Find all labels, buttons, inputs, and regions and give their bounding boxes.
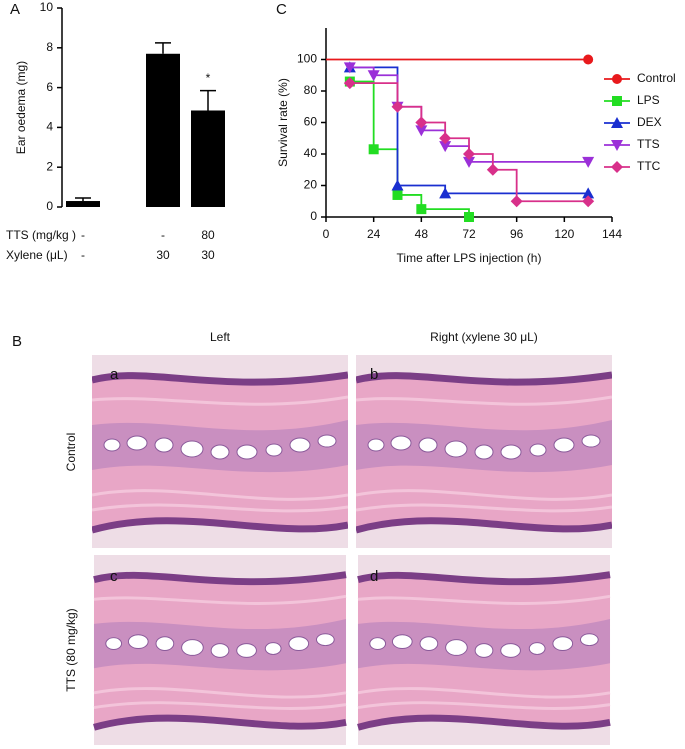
marker: [439, 187, 452, 199]
series-line: [349, 66, 589, 195]
y-tick-label: 100: [297, 52, 317, 66]
y-axis-label: Survival rate (%): [276, 78, 290, 167]
marker: [343, 62, 356, 74]
legend-label: LPS: [637, 93, 660, 107]
row-label: Xylene (μL): [6, 248, 68, 262]
row-label: Control: [64, 433, 78, 472]
histology-image: [356, 355, 612, 548]
x-tick-label: 0: [323, 227, 330, 241]
marker: [416, 204, 427, 215]
marker: [415, 125, 428, 137]
marker: [510, 195, 523, 208]
error-bar: [200, 89, 216, 111]
legend-label: DEX: [637, 115, 662, 129]
histology-image: [358, 555, 610, 745]
marker: [439, 132, 452, 145]
x-tick-label: 120: [554, 227, 574, 241]
y-tick-label: 6: [46, 80, 53, 94]
panel-label: C: [276, 1, 287, 18]
marker: [391, 100, 404, 113]
significance-label: *: [206, 71, 211, 85]
row-value: -: [81, 248, 85, 262]
bar: [191, 110, 225, 207]
legend-label: TTS: [637, 137, 660, 151]
axis: [325, 28, 612, 218]
y-tick-label: 80: [304, 83, 318, 97]
row-label: TTS (mg/kg ): [6, 228, 76, 242]
x-axis-label: Time after LPS injection (h): [397, 251, 542, 265]
x-tick-label: 96: [510, 227, 524, 241]
error-bar: [75, 197, 91, 202]
marker: [439, 141, 452, 153]
image-label: c: [110, 568, 118, 585]
row-label: TTS (80 mg/kg): [64, 608, 78, 691]
series-line: [349, 82, 589, 203]
legend-marker: [611, 161, 623, 173]
marker: [391, 179, 404, 191]
y-tick-label: 60: [304, 115, 318, 129]
row-value: 30: [201, 248, 215, 262]
row-value: 80: [201, 228, 215, 242]
y-tick-label: 2: [46, 159, 53, 173]
image-label: b: [370, 366, 378, 383]
legend-marker: [612, 96, 622, 106]
series-line: [349, 80, 470, 217]
y-tick-label: 20: [304, 178, 318, 192]
column-header: Left: [210, 330, 231, 344]
histology-image: [94, 555, 346, 745]
panel-label: A: [10, 1, 20, 18]
error-bar: [155, 42, 171, 54]
y-tick-label: 10: [40, 0, 54, 14]
row-value: 30: [156, 248, 170, 262]
legend-label: TTC: [637, 159, 661, 173]
y-tick-label: 0: [46, 199, 53, 213]
histology-image: [92, 355, 348, 548]
y-tick-label: 40: [304, 146, 318, 160]
marker: [463, 148, 475, 160]
x-tick-label: 72: [462, 227, 476, 241]
panel-label: B: [12, 333, 22, 350]
marker: [582, 195, 595, 208]
image-label: a: [110, 366, 119, 383]
y-tick-label: 4: [46, 120, 53, 134]
marker: [367, 70, 380, 82]
y-tick-label: 8: [46, 40, 53, 54]
legend-label: Control: [637, 71, 676, 85]
row-value: -: [161, 228, 165, 242]
marker: [486, 163, 499, 176]
bar: [66, 201, 100, 207]
marker: [392, 189, 403, 200]
x-tick-label: 144: [602, 227, 622, 241]
y-tick-label: 0: [310, 209, 317, 223]
marker: [464, 212, 474, 222]
legend-marker: [611, 140, 623, 151]
legend-marker: [611, 117, 623, 128]
marker: [343, 77, 356, 90]
panel-b: B Left Right (xylene 30 μL) Control TTS …: [12, 330, 612, 745]
legend-marker: [612, 74, 622, 84]
marker: [463, 156, 475, 168]
marker: [583, 54, 594, 65]
x-tick-label: 48: [415, 227, 429, 241]
y-axis-label: Ear oedema (mg): [14, 61, 28, 154]
column-header: Right (xylene 30 μL): [430, 330, 538, 344]
x-tick-label: 24: [367, 227, 381, 241]
marker: [582, 156, 595, 168]
marker: [582, 187, 595, 199]
marker: [415, 116, 428, 129]
image-label: d: [370, 568, 378, 585]
bar: [146, 53, 180, 207]
row-value: -: [81, 228, 85, 242]
marker: [368, 144, 379, 155]
